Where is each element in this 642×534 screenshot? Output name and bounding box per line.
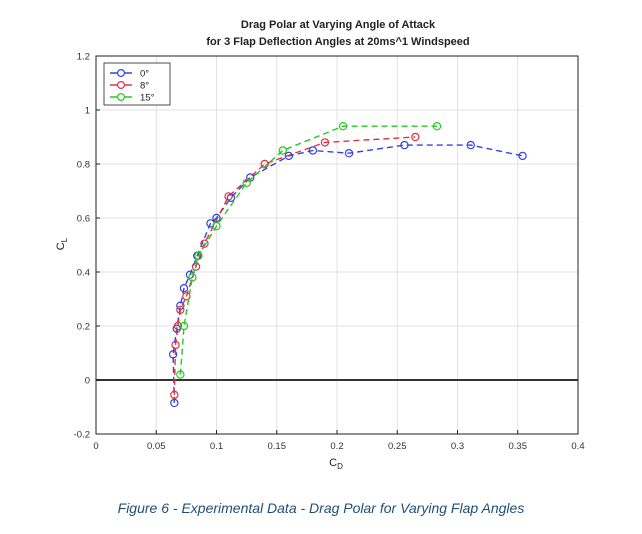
y-tick-label: 0.8 [77,160,90,171]
legend-marker [116,68,125,77]
data-point [400,140,409,150]
data-point [176,305,185,314]
x-tick-label: 0 [93,441,98,452]
legend-marker [116,92,125,101]
data-point [212,213,221,223]
x-tick-label: 0.2 [330,441,343,452]
y-axis-label: CL [55,237,69,250]
data-point [200,239,209,248]
series-line [172,144,523,403]
legend-label: 8° [140,81,149,92]
series-line [179,125,437,375]
data-point [278,146,287,155]
data-point [179,284,189,293]
y-axis-label-main: C [55,242,67,250]
data-point [170,398,179,408]
series-group [170,132,420,400]
x-tick-label: 0.25 [388,441,407,452]
data-point [179,321,189,331]
legend-label: 15° [140,93,155,104]
data-point [518,151,527,161]
y-tick-label: 0.2 [77,322,90,333]
chart-legend: 0°8°15° [103,62,171,106]
chart-title: Drag Polar at Varying Angle of Attack [241,19,436,31]
y-tick-label: 0 [85,376,90,387]
data-point [284,151,293,161]
legend-label: 0° [140,69,149,80]
data-point [242,178,251,188]
data-series [168,121,527,408]
y-axis-label-sub: L [60,237,69,242]
x-tick-label: 0.05 [147,441,166,452]
x-axis-label-sub: D [337,462,343,471]
data-point [224,192,233,201]
x-axis-label: CD [329,457,343,471]
y-tick-label: 0.6 [77,214,90,225]
data-point [171,340,180,350]
x-tick-label: 0.4 [571,441,584,452]
data-point [173,321,183,331]
legend-box [103,62,171,106]
data-point [188,273,197,282]
x-tick-label: 0.35 [509,441,528,452]
data-point [176,370,185,379]
y-tick-label: 1.2 [77,52,90,63]
data-point [338,121,348,131]
figure-caption: Figure 6 - Experimental Data - Drag Pola… [117,500,525,516]
data-point [344,148,354,158]
data-point [170,390,179,400]
data-point [308,146,318,155]
data-point [432,121,442,131]
y-tick-label: 1 [85,106,90,117]
y-tick-label: -0.2 [74,430,90,441]
x-tick-label: 0.1 [210,441,223,452]
data-point [182,292,191,301]
legend-marker [116,80,125,89]
data-point [212,221,221,231]
series-group [176,121,442,379]
x-axis-label-main: C [329,457,337,469]
data-point [466,140,475,150]
data-point [411,132,420,142]
chart-subtitle: for 3 Flap Deflection Angles at 20ms^1 W… [206,36,469,48]
axis-ticks: 0 0.05 0.1 0.15 0.2 0.25 0.3 0.35 0.4-0.200.20.4… [74,52,585,453]
x-tick-label: 0.3 [451,441,464,452]
data-point [320,138,330,147]
x-tick-label: 0.15 [268,441,287,452]
data-point [194,251,203,260]
y-tick-label: 0.4 [77,268,90,279]
data-point [168,350,178,359]
series-line [173,136,416,395]
